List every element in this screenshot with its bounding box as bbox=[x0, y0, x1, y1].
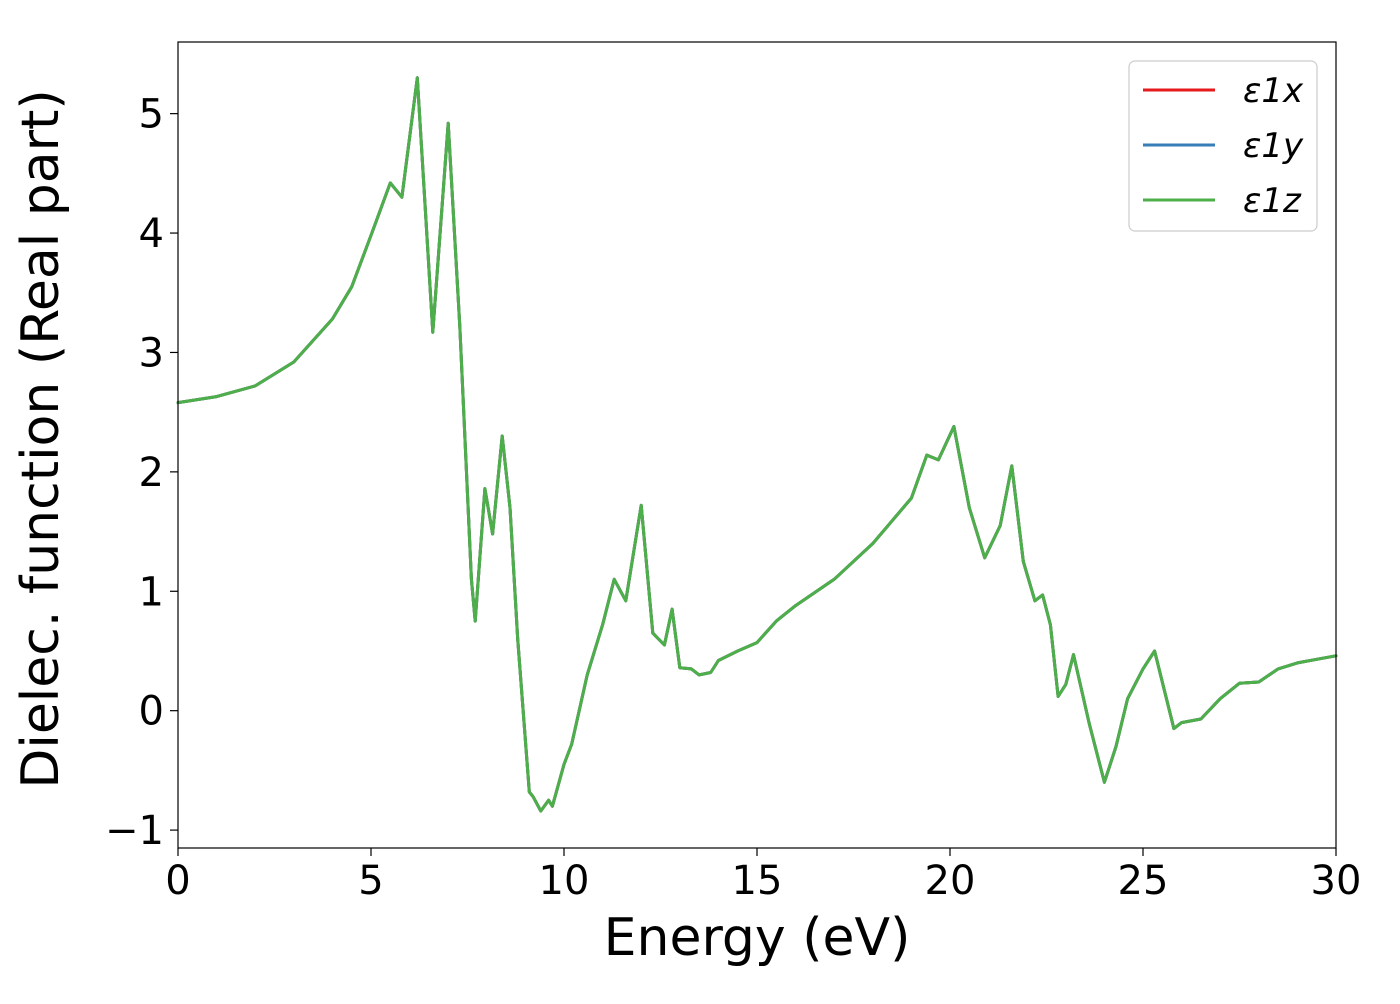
x-axis-title: Energy (eV) bbox=[604, 908, 911, 968]
legend: ε1x ε1y ε1z bbox=[1129, 61, 1317, 231]
y-tick-label: −1 bbox=[105, 808, 164, 854]
y-tick-label: 4 bbox=[139, 211, 164, 257]
x-tick-label: 0 bbox=[165, 858, 190, 904]
legend-label: ε1x bbox=[1243, 71, 1304, 111]
x-tick-label: 10 bbox=[539, 858, 590, 904]
y-tick-label: 5 bbox=[139, 92, 164, 138]
x-tick-label: 20 bbox=[925, 858, 976, 904]
y-axis-title: Dielec. function (Real part) bbox=[11, 89, 71, 788]
y-tick-label: 2 bbox=[139, 450, 164, 496]
legend-label: ε1y bbox=[1243, 126, 1304, 166]
x-tick-label: 25 bbox=[1118, 858, 1169, 904]
x-tick-label: 30 bbox=[1311, 858, 1362, 904]
legend-label: ε1z bbox=[1243, 181, 1302, 221]
y-tick-label: 0 bbox=[139, 689, 164, 735]
y-tick-label: 3 bbox=[139, 330, 164, 376]
x-tick-label: 15 bbox=[732, 858, 783, 904]
x-tick-label: 5 bbox=[358, 858, 383, 904]
y-tick-label: 1 bbox=[139, 569, 164, 615]
